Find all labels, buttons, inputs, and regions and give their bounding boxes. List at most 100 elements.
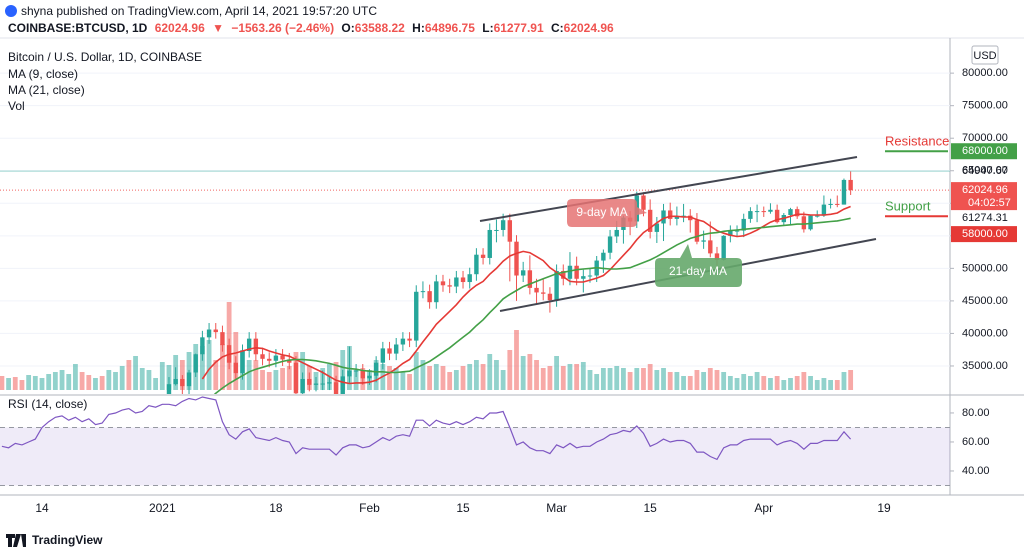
candle-body [307, 378, 312, 385]
volume-bar [600, 368, 606, 390]
price-label: 68000.00 [962, 145, 1008, 157]
candle-body [387, 348, 392, 354]
volume-bar [79, 372, 85, 390]
legend-entry: MA (21, close) [8, 83, 85, 97]
candle-body [460, 277, 466, 283]
volume-bar [747, 376, 753, 390]
candle-body [253, 338, 259, 355]
ohlc-c: C:62024.96 [551, 21, 614, 35]
annotation: Support [885, 199, 931, 214]
volume-bar [487, 354, 493, 390]
volume-bar [0, 376, 5, 390]
brand: TradingView [32, 533, 103, 547]
candle-body [373, 362, 379, 376]
candle-body [206, 329, 212, 338]
candle-body [327, 382, 332, 384]
x-tick-label: Apr [754, 501, 773, 515]
candle-body [313, 383, 319, 385]
candle-body [754, 211, 760, 213]
candle-body [480, 254, 486, 258]
candle-body [166, 384, 172, 394]
x-tick-label: Feb [359, 501, 380, 515]
candle-body [427, 291, 432, 303]
volume-bar [59, 370, 65, 390]
volume-bar [587, 370, 593, 390]
x-tick-label: Mar [546, 501, 567, 515]
candle-body [554, 270, 559, 301]
candle-body [414, 291, 419, 341]
candle-body [360, 370, 365, 379]
volume-bar [413, 352, 419, 390]
ohlc-h: H:64896.75 [412, 21, 475, 35]
volume-bar [828, 380, 833, 390]
volume-bar [774, 376, 780, 390]
volume-bar [6, 378, 11, 390]
volume-bar [280, 368, 285, 390]
volume-bar [721, 372, 727, 390]
volume-bar [614, 366, 620, 390]
volume-bar [253, 360, 259, 390]
value: 62024.96 [563, 21, 614, 35]
volume-bar [574, 364, 580, 390]
x-tick-label: 2021 [149, 501, 176, 515]
candle-body [734, 230, 740, 232]
rsi-title: RSI (14, close) [8, 397, 87, 411]
candle-body [287, 359, 292, 363]
callout-box [567, 199, 647, 227]
drawings: 9-day MA 21-day MA [479, 156, 877, 312]
candle-body [447, 285, 452, 287]
candle-body [133, 418, 137, 423]
volume-bar [647, 364, 653, 390]
volume-bar [86, 375, 92, 390]
chart-title: Bitcoin / U.S. Dollar, 1D, COINBASE [8, 50, 202, 64]
candle-body [547, 293, 553, 301]
candle-body [574, 265, 579, 279]
volume-bar [734, 378, 740, 390]
ohlc-o: O:63588.22 [341, 21, 404, 35]
candle-body [233, 362, 239, 374]
candle-body [420, 291, 426, 293]
volume-bar [260, 370, 265, 390]
volume-bar [32, 376, 38, 390]
publish-line: shyna published on TradingView.com, Apri… [0, 3, 377, 19]
volume-bar [594, 374, 600, 390]
volume-bar [607, 368, 613, 390]
volume-bar [159, 362, 165, 390]
volume-bar [514, 330, 519, 390]
change: −1563.26 (−2.46%) [231, 21, 335, 35]
candle-body [601, 252, 606, 261]
volume-bar [821, 378, 827, 390]
volume-bar [153, 378, 159, 390]
y-tick-label: 70000.00 [962, 132, 1008, 144]
candle-body [494, 229, 499, 231]
price-label-box [951, 182, 1017, 211]
candle-body [801, 216, 807, 230]
candle-body [848, 179, 853, 191]
candle-body [467, 274, 472, 283]
key: O: [341, 21, 355, 35]
candle-body [728, 230, 733, 236]
candle-body [153, 405, 157, 406]
volume-bar [12, 377, 18, 390]
volume-bar [26, 375, 32, 390]
candle-body [293, 362, 299, 394]
candle-body [393, 344, 399, 354]
channel-upper [479, 156, 858, 222]
candle-body [173, 378, 178, 385]
avatar [5, 5, 17, 17]
y-tick-label: 80000.00 [962, 67, 1008, 79]
volume-bar [540, 368, 546, 390]
y-tick-label: 35000.00 [962, 360, 1008, 372]
volume-bar [801, 372, 807, 390]
candle-body [541, 292, 546, 294]
candle-body [641, 195, 646, 210]
volume-bar [206, 340, 212, 390]
volume-bar [447, 372, 453, 390]
candle-body [273, 355, 279, 361]
volume-bar [453, 370, 459, 390]
volume-bar [781, 380, 787, 390]
candle-body [440, 281, 446, 286]
rsi-band [0, 427, 950, 486]
price-label: 61274.31 [962, 212, 1008, 224]
volume-bar [179, 360, 185, 390]
